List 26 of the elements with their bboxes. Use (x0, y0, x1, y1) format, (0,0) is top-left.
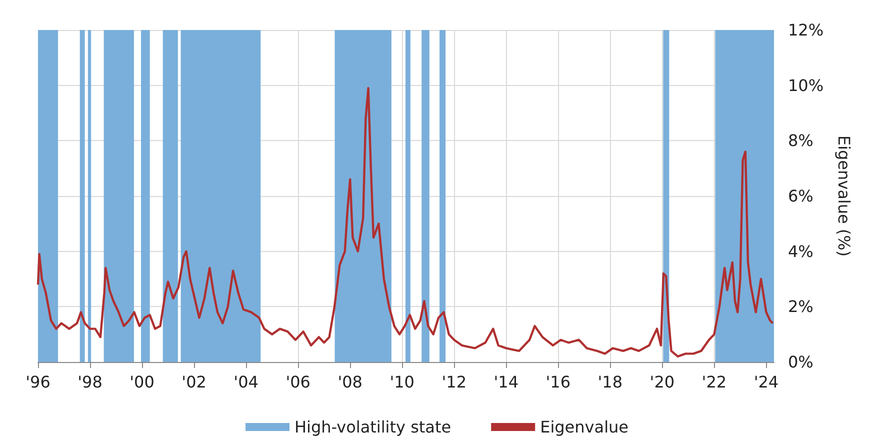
y-tick-label: 6% (788, 186, 814, 206)
line-series (36, 87, 774, 358)
x-tick-label: '18 (598, 372, 623, 392)
x-tick-label: '12 (442, 372, 466, 392)
x-tick-label: '00 (130, 372, 154, 392)
y-tick-label: 0% (788, 352, 814, 372)
x-tick-label: '96 (26, 372, 50, 392)
x-tick-label: '24 (754, 372, 779, 392)
y-tick-label: 12% (788, 20, 824, 40)
x-tick-label: '20 (650, 372, 675, 392)
x-tick-label: '16 (546, 372, 571, 392)
x-tick-label: '14 (494, 372, 519, 392)
x-tick-label: '98 (78, 372, 102, 392)
y-tick-label: 8% (788, 131, 814, 150)
legend-label: Eigenvalue (540, 418, 629, 436)
x-tick-label: '04 (234, 372, 258, 392)
x-tick-label: '02 (182, 372, 206, 392)
x-tick-label: '22 (702, 372, 727, 392)
y-tick-label: 4% (788, 242, 814, 261)
y-axis-title: Eigenvalue (%) (834, 135, 854, 257)
x-tick-label: '10 (390, 372, 414, 392)
y-tick-label: 10% (788, 76, 824, 95)
x-tick-label: '08 (338, 372, 362, 392)
y-tick-label: 2% (788, 297, 814, 316)
legend-label: High-volatility state (294, 418, 452, 436)
x-tick-label: '06 (286, 372, 310, 392)
